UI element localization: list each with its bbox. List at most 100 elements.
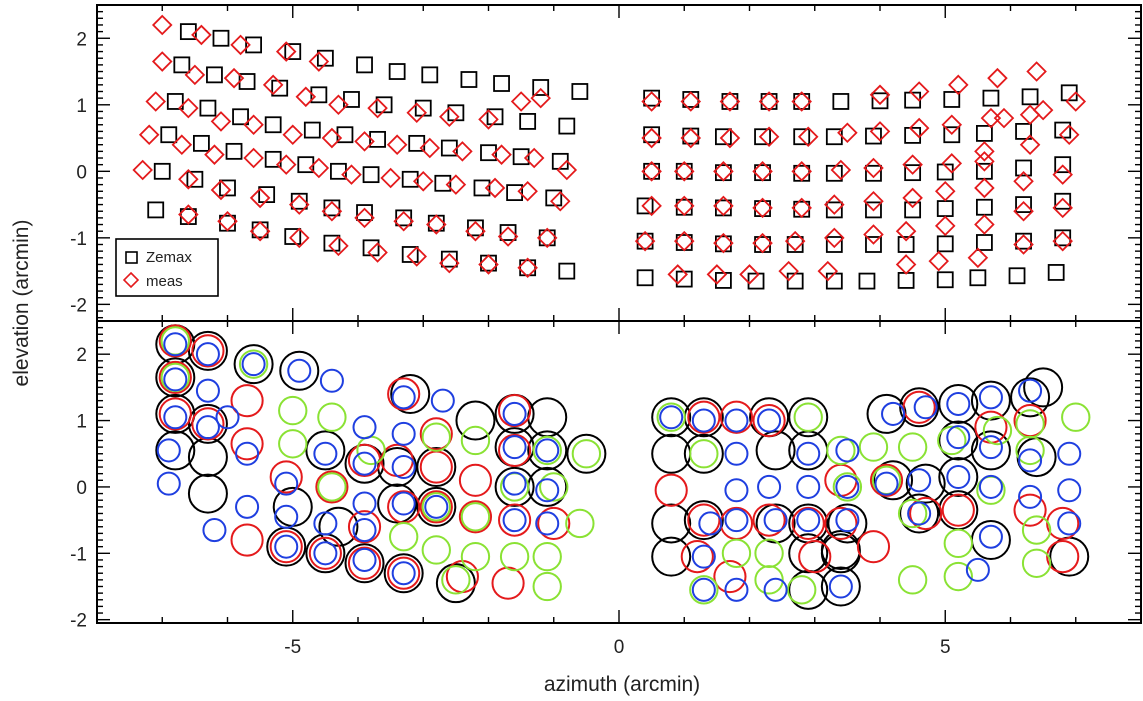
circle-point-series-2 [441,565,471,595]
circle-point-series-2 [532,571,562,602]
x-tick-label: 5 [940,637,951,658]
circle-point-series-2 [460,502,491,532]
y-tick-label: -1 [70,229,87,250]
meas-point [974,151,995,172]
zemax-point [519,259,537,277]
meas-point [210,111,232,132]
circle-point-series-1 [158,360,192,394]
meas-point [752,232,773,254]
zemax-point [1054,121,1072,139]
circle-point-series-0 [187,473,228,514]
circle-point-series-2 [1015,435,1045,466]
legend-box [115,238,219,297]
circle-point-series-3 [274,471,299,496]
zemax-point [558,262,576,280]
meas-point [974,141,995,162]
circle-point-series-1 [347,510,382,544]
circle-point-series-3 [391,455,416,480]
circle-point-series-2 [943,561,973,592]
zemax-point [206,66,223,84]
meas-point [308,157,330,179]
circle-point-series-3 [691,577,716,602]
meas-point [941,114,963,136]
circle-point-series-1 [269,530,303,564]
circle-point-series-3 [215,405,240,430]
circle-point-series-1 [158,397,192,431]
circle-point-series-3 [535,438,560,463]
circle-point-series-1 [498,394,532,428]
meas-point [178,97,199,119]
circle-point-series-0 [651,536,692,577]
meas-point [895,254,917,275]
meas-point [739,264,760,285]
circle-point-series-2 [238,349,269,379]
zemax-point [440,250,458,268]
circle-point-series-0 [905,463,946,504]
circle-point-series-1 [680,540,714,574]
zemax-point [754,128,771,146]
circle-point-series-1 [387,377,421,411]
zemax-point [264,150,282,168]
circle-point-series-0 [187,330,228,371]
zemax-point [1021,88,1039,106]
zemax-point [825,164,843,182]
circle-point-series-0 [1010,377,1051,418]
circle-point-series-3 [502,508,527,533]
meas-point [354,131,375,152]
meas-point [1013,234,1034,255]
circle-point-series-3 [757,474,782,499]
zemax-point [643,162,661,180]
zemax-point [258,186,276,204]
circle-point-series-1 [419,450,453,484]
circle-point-series-1 [1013,493,1047,527]
zemax-point [943,126,961,144]
meas-point [863,157,884,179]
circle-point-series-2 [499,541,530,572]
zemax-point [323,234,341,252]
y-tick-label: -2 [70,611,87,632]
meas-point [791,161,812,182]
meas-point [217,210,238,232]
meas-point [784,230,806,252]
legend-label-zemax: Zemax [146,249,192,266]
y-tick-label: 0 [76,162,87,183]
circle-point-series-1 [458,463,493,497]
circle-point-series-1 [909,496,943,531]
meas-point [948,74,969,96]
zemax-point [434,174,452,192]
circle-point-series-0 [788,533,829,574]
meas-point [934,215,956,237]
circle-point-series-2 [460,541,491,572]
meas-point [869,84,891,106]
circle-point-series-3 [535,511,560,536]
circle-point-series-0 [820,566,861,607]
circle-point-series-0 [970,380,1011,421]
meas-point [1019,104,1041,126]
meas-point [1013,171,1034,192]
circle-point-series-1 [687,400,721,434]
meas-point [902,187,923,209]
circle-point-series-0 [187,403,228,444]
circle-point-series-3 [502,401,527,426]
zemax-point [160,126,178,144]
circle-point-series-1 [458,500,493,534]
meas-point [634,230,656,252]
meas-point [941,153,963,174]
circle-point-series-0 [566,433,607,474]
meas-point [530,87,551,109]
circle-point-series-0 [970,520,1011,561]
circle-point-series-1 [856,530,891,564]
meas-point [1058,124,1080,145]
circle-point-series-3 [978,474,1003,499]
zemax-point [858,272,876,290]
meas-point [439,106,460,128]
zemax-point [467,219,484,237]
meas-point [752,197,773,219]
circle-point-series-3 [313,441,338,466]
meas-point [980,107,1002,129]
meas-point [517,257,538,279]
circle-point-series-1 [798,540,832,574]
circle-point-series-0 [788,397,829,438]
circle-point-series-3 [274,504,299,529]
